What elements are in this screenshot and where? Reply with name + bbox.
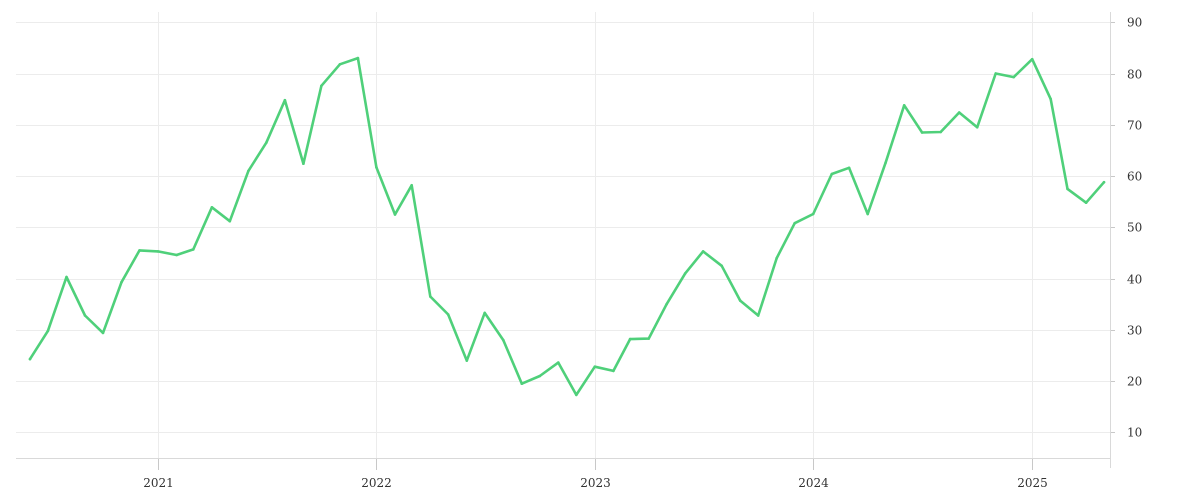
data-point bbox=[101, 331, 105, 335]
horizontal-gridlines bbox=[16, 22, 1110, 433]
y-tick-label-50: 50 bbox=[1127, 221, 1142, 235]
data-point bbox=[884, 161, 887, 164]
data-point bbox=[520, 382, 524, 386]
data-point bbox=[120, 280, 123, 284]
data-point bbox=[483, 311, 487, 315]
data-point bbox=[793, 221, 796, 225]
data-point bbox=[738, 299, 742, 302]
data-point bbox=[446, 313, 450, 316]
y-axis-tick-labels: 10 20 30 40 50 60 70 80 90 bbox=[1127, 16, 1142, 440]
series-line-0 bbox=[28, 56, 1106, 397]
data-point bbox=[465, 359, 469, 362]
data-point bbox=[593, 365, 597, 369]
data-point bbox=[1012, 75, 1015, 79]
data-point bbox=[811, 212, 815, 216]
data-point bbox=[647, 337, 650, 340]
data-point bbox=[1084, 201, 1088, 204]
data-point bbox=[720, 264, 723, 268]
data-point bbox=[665, 302, 668, 306]
data-point bbox=[538, 374, 542, 378]
data-point bbox=[701, 250, 705, 253]
y-tick-label-30: 30 bbox=[1127, 324, 1142, 338]
data-point bbox=[920, 131, 924, 134]
y-tick-label-90: 90 bbox=[1127, 16, 1142, 30]
x-tick-label-2021: 2021 bbox=[143, 476, 174, 490]
data-point bbox=[283, 98, 287, 102]
axes bbox=[16, 12, 1115, 470]
y-tick-label-40: 40 bbox=[1127, 273, 1142, 287]
x-tick-label-2025: 2025 bbox=[1017, 476, 1048, 490]
data-point bbox=[46, 329, 50, 333]
data-point bbox=[429, 295, 432, 298]
x-tick-label-2023: 2023 bbox=[580, 476, 611, 490]
y-tick-label-20: 20 bbox=[1127, 375, 1142, 389]
data-point bbox=[1102, 180, 1106, 184]
data-point bbox=[83, 314, 87, 317]
data-point bbox=[192, 248, 195, 251]
data-point bbox=[210, 206, 214, 209]
data-point bbox=[265, 141, 268, 144]
data-point bbox=[320, 84, 323, 88]
data-point bbox=[228, 219, 232, 223]
data-point bbox=[994, 72, 997, 75]
data-point bbox=[612, 369, 615, 373]
data-point bbox=[557, 361, 560, 364]
data-point bbox=[756, 314, 760, 317]
data-point bbox=[28, 357, 32, 361]
data-point bbox=[502, 338, 505, 342]
data-point bbox=[1049, 97, 1052, 101]
data-point bbox=[866, 212, 869, 216]
data-point bbox=[939, 130, 942, 134]
y-tick-label-70: 70 bbox=[1127, 119, 1142, 133]
series-layer bbox=[28, 56, 1106, 397]
data-point bbox=[902, 104, 906, 107]
data-point bbox=[975, 126, 979, 129]
data-point bbox=[847, 166, 851, 170]
data-point bbox=[775, 256, 778, 260]
x-axis-tick-labels: 2021 2022 2023 2024 2025 bbox=[143, 476, 1048, 490]
data-point bbox=[156, 250, 160, 253]
data-point bbox=[356, 56, 360, 60]
data-point bbox=[247, 169, 250, 173]
y-tick-label-60: 60 bbox=[1127, 170, 1142, 184]
data-point bbox=[830, 172, 834, 176]
data-point bbox=[302, 162, 305, 165]
data-point bbox=[1030, 57, 1034, 61]
y-tick-label-80: 80 bbox=[1127, 68, 1142, 82]
vertical-gridlines bbox=[158, 12, 1033, 466]
data-point bbox=[375, 166, 378, 169]
x-tick-label-2024: 2024 bbox=[798, 476, 829, 490]
data-point bbox=[175, 253, 178, 257]
data-point bbox=[575, 393, 578, 397]
x-tick-label-2022: 2022 bbox=[361, 476, 392, 490]
data-point bbox=[957, 111, 961, 114]
data-point bbox=[683, 272, 687, 275]
data-point bbox=[628, 337, 632, 341]
data-point bbox=[1066, 187, 1069, 191]
data-point bbox=[410, 184, 414, 187]
data-point bbox=[393, 213, 397, 216]
data-point bbox=[65, 275, 68, 279]
data-point bbox=[338, 63, 342, 66]
data-point bbox=[138, 249, 141, 252]
y-tick-label-10: 10 bbox=[1127, 426, 1142, 440]
